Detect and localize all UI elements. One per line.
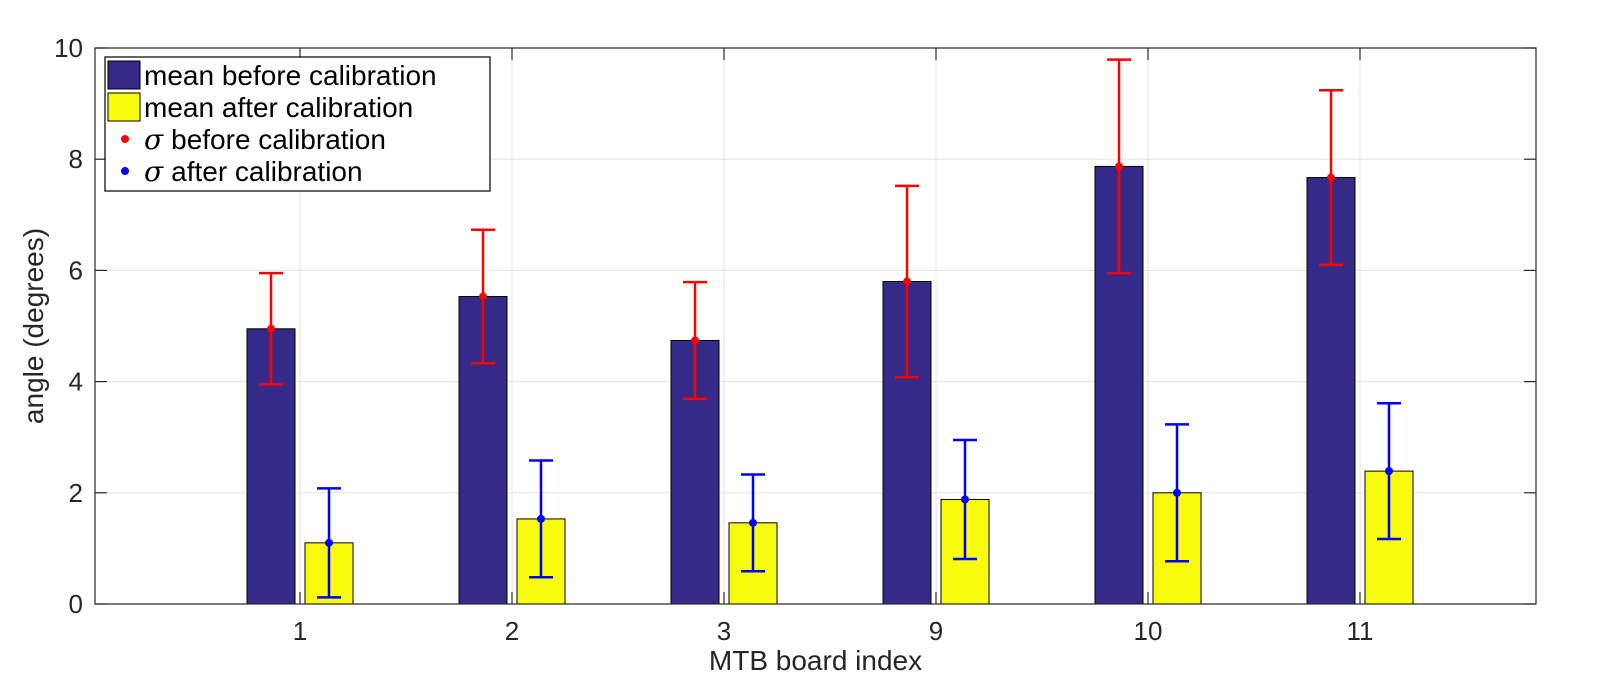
x-axis-label: MTB board index [709, 645, 922, 676]
errorbar-marker [267, 324, 275, 333]
x-tick-label: 9 [929, 616, 943, 646]
legend-label-before: mean before calibration [144, 60, 437, 91]
errorbar-after-1 [317, 487, 341, 599]
x-tick-label: 10 [1134, 616, 1163, 646]
errorbar-before-3 [683, 280, 707, 401]
bars [246, 165, 1414, 605]
legend-marker-sigma-after [121, 167, 129, 175]
legend-label-sigma-before: σ before calibration [144, 123, 386, 156]
errorbar-after-9 [953, 438, 977, 561]
errorbar-before-10 [1107, 58, 1131, 275]
y-tick-label: 6 [69, 255, 83, 285]
legend-label-after: mean after calibration [144, 92, 413, 123]
errorbar-before-9 [895, 184, 919, 379]
y-tick-label: 0 [69, 589, 83, 619]
legend-swatch-before [107, 60, 141, 90]
errorbar-marker [479, 292, 487, 301]
sigma-symbol: σ [144, 123, 164, 156]
y-tick-label: 2 [69, 478, 83, 508]
legend-swatch-after [107, 92, 141, 122]
errorbar-before-2 [471, 228, 495, 365]
x-tick-label: 2 [505, 616, 519, 646]
plot-frame [94, 47, 1537, 605]
errorbar-marker [1327, 173, 1335, 182]
y-axis-label: angle (degrees) [18, 228, 49, 424]
y-tick-label: 4 [69, 367, 83, 397]
errorbar-marker [325, 538, 333, 547]
legend: mean before calibration mean after calib… [104, 56, 491, 192]
legend-label-sigma-after: σ after calibration [144, 155, 363, 188]
errorbar-after-11 [1377, 402, 1401, 541]
errorbar-marker [691, 336, 699, 345]
errorbar-after-2 [529, 459, 553, 579]
errorbar-marker [903, 277, 911, 286]
errorbar-before-11 [1319, 89, 1343, 267]
errorbar-marker [961, 495, 969, 504]
legend-sigma-before-text: before calibration [171, 124, 386, 155]
errorbar-marker [1385, 467, 1393, 476]
errorbar-before-1 [259, 271, 283, 386]
errorbar-marker [537, 514, 545, 523]
errorbar-after-3 [741, 473, 765, 573]
errorbar-marker [749, 518, 757, 527]
legend-sigma-after-text: after calibration [171, 156, 362, 187]
error-bars [259, 58, 1401, 599]
x-tick-label: 3 [717, 616, 731, 646]
x-tick-label: 1 [293, 616, 307, 646]
errorbar-marker [1115, 162, 1123, 171]
errorbar-after-10 [1165, 423, 1189, 563]
legend-box [104, 56, 491, 192]
legend-marker-sigma-before [121, 135, 129, 143]
x-tick-label: 11 [1347, 616, 1374, 646]
errorbar-marker [1173, 488, 1181, 497]
y-tick-label: 8 [69, 144, 83, 174]
sigma-symbol: σ [144, 155, 164, 188]
y-tick-label: 10 [54, 33, 83, 63]
